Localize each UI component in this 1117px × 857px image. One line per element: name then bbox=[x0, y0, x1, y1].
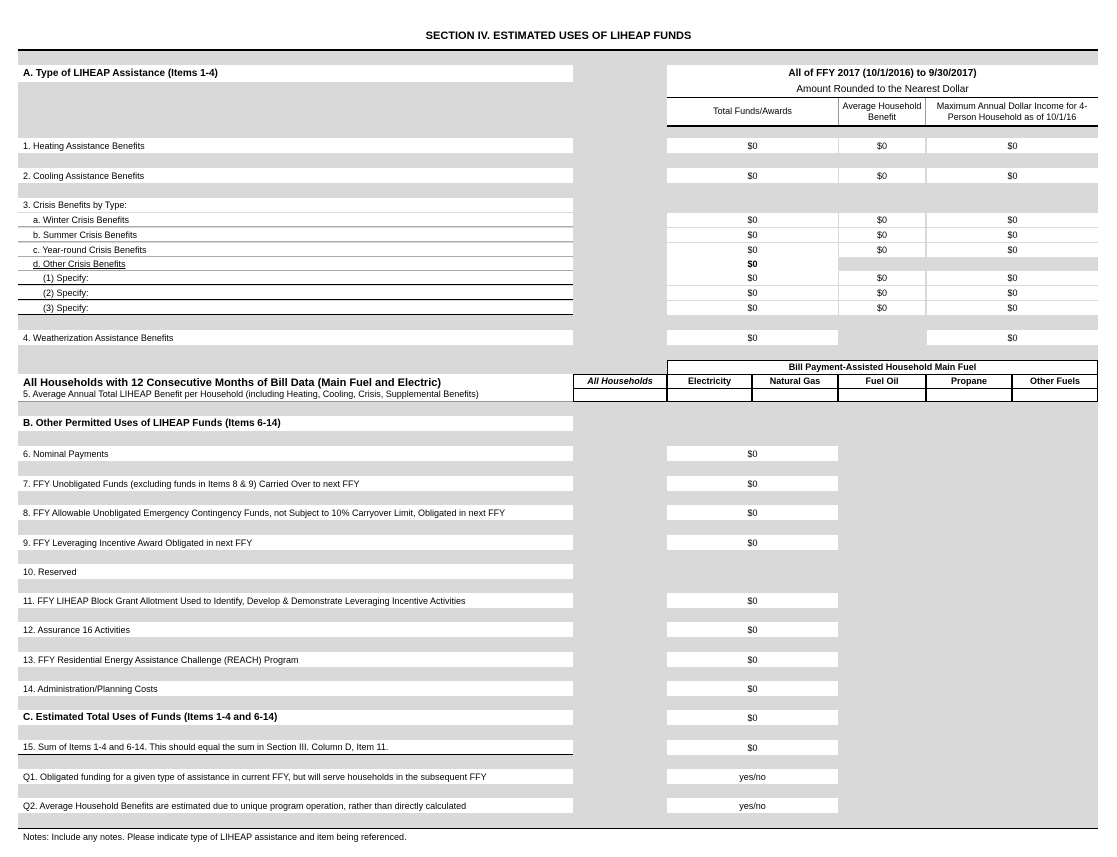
bill-column-header: All Households bbox=[573, 374, 667, 389]
bill-column-header: Fuel Oil bbox=[838, 374, 926, 389]
row-label: (1) Specify: bbox=[18, 271, 573, 285]
section-c-total[interactable]: $0 bbox=[667, 710, 838, 725]
max-value-cell[interactable]: $0 bbox=[927, 286, 1098, 300]
section-b-label: B. Other Permitted Uses of LIHEAP Funds … bbox=[18, 416, 573, 431]
col-total-funds: Total Funds/Awards bbox=[713, 106, 792, 116]
bill-heading: All Households with 12 Consecutive Month… bbox=[23, 377, 442, 389]
page-title: SECTION IV. ESTIMATED USES OF LIHEAP FUN… bbox=[425, 30, 692, 42]
row-label: 9. FFY Leveraging Incentive Award Obliga… bbox=[18, 535, 573, 550]
notes-label: Notes: Include any notes. Please indicat… bbox=[23, 831, 407, 842]
bill-value-cell[interactable] bbox=[752, 388, 838, 402]
max-value-cell[interactable]: $0 bbox=[927, 301, 1098, 315]
row-label: (3) Specify: bbox=[18, 301, 573, 315]
bill-value-cell[interactable] bbox=[838, 388, 926, 402]
bill-column-header: Propane bbox=[926, 374, 1012, 389]
total-value-cell[interactable]: $0 bbox=[667, 681, 838, 696]
row-label: c. Year-round Crisis Benefits bbox=[18, 243, 573, 257]
max-value-cell[interactable]: $0 bbox=[927, 228, 1098, 242]
avg-value-cell[interactable]: $0 bbox=[839, 301, 925, 315]
row-label: 13. FFY Residential Energy Assistance Ch… bbox=[18, 652, 573, 667]
total-value-cell[interactable]: $0 bbox=[667, 213, 838, 227]
total-value-cell[interactable]: $0 bbox=[667, 446, 838, 461]
max-value-cell[interactable]: $0 bbox=[927, 213, 1098, 227]
total-value-cell[interactable]: $0 bbox=[667, 505, 838, 520]
total-value-cell[interactable]: $0 bbox=[667, 243, 838, 257]
total-value-cell[interactable]: $0 bbox=[667, 535, 838, 550]
bill-column-header: Electricity bbox=[667, 374, 752, 389]
period-label: All of FFY 2017 (10/1/2016) to 9/30/2017… bbox=[788, 67, 977, 79]
bill-column-header: Natural Gas bbox=[752, 374, 838, 389]
max-value-cell[interactable]: $0 bbox=[927, 138, 1098, 153]
col-average-benefit: Average Household Benefit bbox=[838, 98, 926, 125]
row-label: (2) Specify: bbox=[18, 286, 573, 300]
header-divider bbox=[667, 97, 1098, 98]
row-label: a. Winter Crisis Benefits bbox=[18, 213, 573, 227]
total-value-cell[interactable]: $0 bbox=[667, 652, 838, 667]
total-value-cell[interactable]: $0 bbox=[667, 168, 838, 183]
max-value-cell[interactable]: $0 bbox=[927, 271, 1098, 285]
bill-value-cell[interactable] bbox=[667, 388, 752, 402]
row-label: 15. Sum of Items 1-4 and 6-14. This shou… bbox=[18, 740, 573, 755]
bill-value-cell[interactable] bbox=[573, 388, 667, 402]
max-value-cell[interactable]: $0 bbox=[927, 330, 1098, 345]
row-label: b. Summer Crisis Benefits bbox=[18, 228, 573, 242]
row-label: 8. FFY Allowable Unobligated Emergency C… bbox=[18, 505, 573, 520]
total-value-cell[interactable]: $0 bbox=[667, 622, 838, 637]
row-label: 1. Heating Assistance Benefits bbox=[18, 138, 573, 153]
row-label: 4. Weatherization Assistance Benefits bbox=[18, 330, 573, 345]
bill-group-box bbox=[667, 360, 1098, 374]
avg-value-cell[interactable]: $0 bbox=[839, 138, 925, 153]
bill-column-header: Other Fuels bbox=[1012, 374, 1098, 389]
row-label: Q2. Average Household Benefits are estim… bbox=[18, 798, 573, 813]
total-value-cell[interactable]: $0 bbox=[667, 138, 838, 153]
bill-group-label: Bill Payment-Assisted Household Main Fue… bbox=[788, 361, 977, 372]
total-value-cell[interactable]: $0 bbox=[667, 286, 838, 300]
header-bottom-line bbox=[667, 125, 1098, 127]
row-5-label: 5. Average Annual Total LIHEAP Benefit p… bbox=[23, 389, 479, 399]
total-value-cell[interactable]: $0 bbox=[667, 271, 838, 285]
section-a-label: A. Type of LIHEAP Assistance (Items 1-4) bbox=[18, 65, 573, 82]
bill-value-cell[interactable] bbox=[926, 388, 1012, 402]
row-label: Q1. Obligated funding for a given type o… bbox=[18, 769, 573, 784]
rounding-note: Amount Rounded to the Nearest Dollar bbox=[796, 83, 969, 95]
total-value-cell[interactable]: yes/no bbox=[667, 798, 838, 813]
row-label: 3. Crisis Benefits by Type: bbox=[18, 198, 573, 212]
avg-value-cell[interactable]: $0 bbox=[839, 168, 925, 183]
bill-label-area: All Households with 12 Consecutive Month… bbox=[18, 374, 573, 402]
max-value-cell[interactable]: $0 bbox=[927, 168, 1098, 183]
avg-value-cell[interactable]: $0 bbox=[839, 286, 925, 300]
total-value-cell[interactable]: $0 bbox=[667, 476, 838, 491]
section-c-label: C. Estimated Total Uses of Funds (Items … bbox=[18, 710, 573, 725]
col-max-income: Maximum Annual Dollar Income for 4-Perso… bbox=[936, 100, 1088, 122]
total-value-cell[interactable]: $0 bbox=[667, 228, 838, 242]
row-label: 10. Reserved bbox=[18, 564, 573, 579]
row-label: 14. Administration/Planning Costs bbox=[18, 681, 573, 696]
row-label: 12. Assurance 16 Activities bbox=[18, 622, 573, 637]
total-value-cell[interactable]: $0 bbox=[667, 257, 838, 271]
avg-value-cell[interactable]: $0 bbox=[839, 228, 925, 242]
column-header-box bbox=[667, 65, 1098, 127]
avg-value-cell[interactable]: $0 bbox=[839, 213, 925, 227]
avg-value-cell[interactable]: $0 bbox=[839, 271, 925, 285]
total-value-cell[interactable]: $0 bbox=[667, 740, 838, 755]
total-value-cell[interactable]: $0 bbox=[667, 301, 838, 315]
avg-value-cell[interactable]: $0 bbox=[839, 243, 925, 257]
row-5-underline bbox=[18, 401, 573, 402]
total-value-cell[interactable]: yes/no bbox=[667, 769, 838, 784]
total-value-cell[interactable]: $0 bbox=[667, 330, 838, 345]
title-divider bbox=[18, 49, 1098, 51]
row-label: 7. FFY Unobligated Funds (excluding fund… bbox=[18, 476, 573, 491]
notes-divider bbox=[18, 828, 1098, 829]
row-label: 2. Cooling Assistance Benefits bbox=[18, 168, 573, 183]
max-value-cell[interactable]: $0 bbox=[927, 243, 1098, 257]
bill-value-cell[interactable] bbox=[1012, 388, 1098, 402]
row-label: d. Other Crisis Benefits bbox=[18, 257, 573, 271]
row-label: 11. FFY LIHEAP Block Grant Allotment Use… bbox=[18, 593, 573, 608]
total-value-cell[interactable]: $0 bbox=[667, 593, 838, 608]
row-label: 6. Nominal Payments bbox=[18, 446, 573, 461]
